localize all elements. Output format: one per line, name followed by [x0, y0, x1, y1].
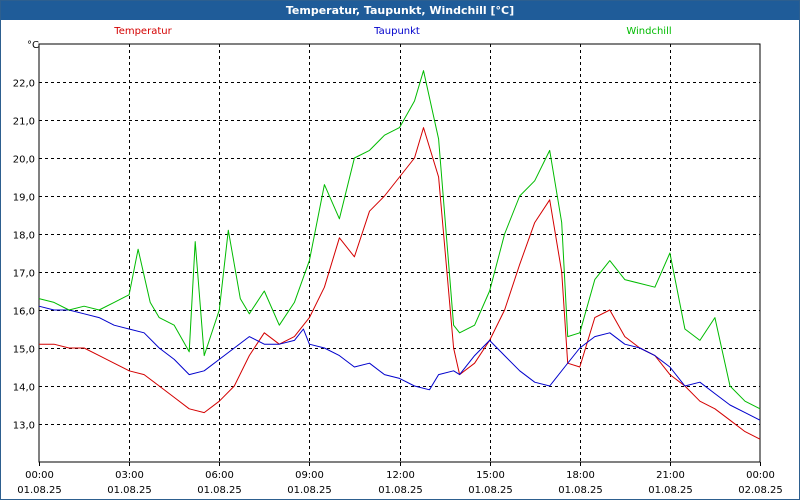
x-axis: 00:00 01.08.25 03:00 01.08.25 06:00 01.08.25 0…	[17, 462, 783, 496]
x-tick-time-label: 09:00	[295, 470, 324, 481]
x-tick-date-label: 01.08.25	[648, 485, 693, 496]
window-title: Temperatur, Taupunkt, Windchill [°C]	[1, 1, 799, 20]
x-tick-time-label: 15:00	[476, 470, 505, 481]
y-axis: 13,0 14,0 15,0 16,0 17,0 18,0 19,0 20,0 21,0 22,0	[13, 79, 35, 432]
x-tick-time-label: 18:00	[566, 470, 595, 481]
x-tick-time-label: 06:00	[205, 470, 234, 481]
y-tick-label: 13,0	[13, 421, 35, 432]
y-tick-label: 21,0	[13, 117, 35, 128]
y-tick-label: 20,0	[13, 155, 35, 166]
y-tick-label: 17,0	[13, 269, 35, 280]
y-tick-label: 18,0	[13, 231, 35, 242]
y-tick-label: 19,0	[13, 193, 35, 204]
x-tick-date-label: 02.08.25	[738, 485, 783, 496]
y-tick-label: 15,0	[13, 345, 35, 356]
series-line-temperatur	[39, 127, 761, 440]
x-tick-time-label: 00:00	[746, 470, 775, 481]
series-line-taupunkt	[38, 305, 761, 421]
y-tick-label: 14,0	[13, 383, 35, 394]
plot-area-border	[38, 43, 761, 463]
y-tick-label: 16,0	[13, 307, 35, 318]
series-lines	[38, 70, 761, 440]
x-tick-date-label: 01.08.25	[468, 485, 513, 496]
y-axis-unit-label: °C	[27, 40, 39, 51]
x-tick-time-label: 21:00	[656, 470, 685, 481]
x-tick-date-label: 01.08.25	[17, 485, 62, 496]
x-tick-date-label: 01.08.25	[107, 485, 152, 496]
series-line-windchill	[38, 70, 761, 410]
x-tick-date-label: 01.08.25	[287, 485, 332, 496]
x-tick-date-label: 01.08.25	[378, 485, 423, 496]
x-tick-time-label: 00:00	[25, 470, 54, 481]
y-tick-label: 22,0	[13, 79, 35, 90]
x-tick-time-label: 12:00	[386, 470, 415, 481]
legend: Temperatur Taupunkt Windchill	[113, 26, 671, 37]
x-tick-time-label: 03:00	[115, 470, 144, 481]
legend-entry-temperatur: Temperatur	[113, 26, 172, 37]
grid-lines	[39, 44, 760, 462]
x-tick-date-label: 01.08.25	[558, 485, 603, 496]
legend-entry-taupunkt: Taupunkt	[373, 26, 420, 37]
legend-entry-windchill: Windchill	[626, 26, 671, 37]
x-tick-date-label: 01.08.25	[197, 485, 242, 496]
